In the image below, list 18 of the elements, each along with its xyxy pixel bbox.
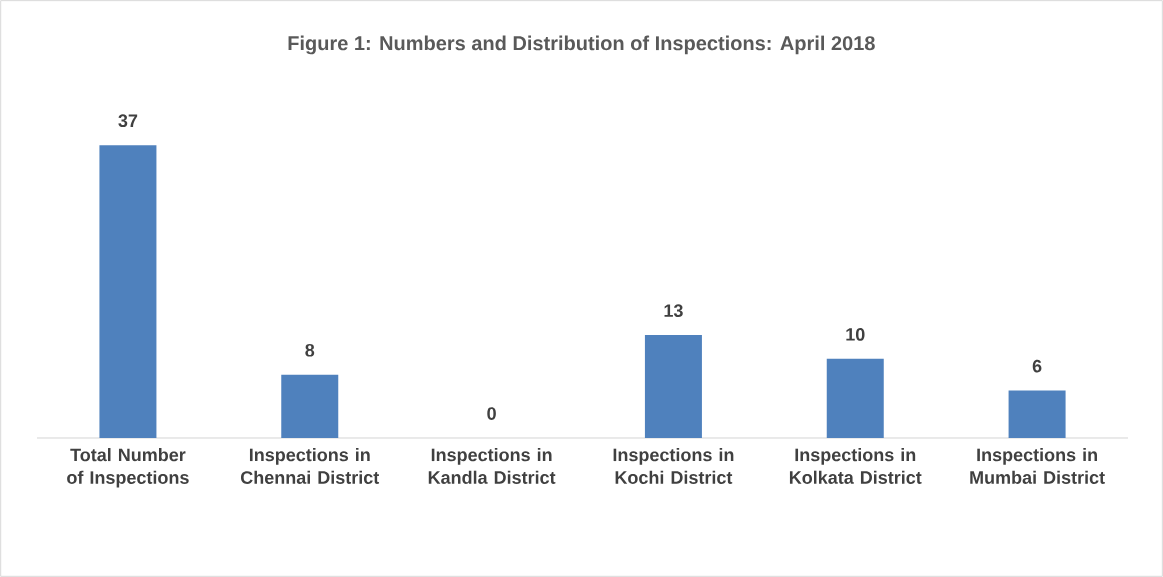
- data-label: 13: [664, 304, 683, 318]
- bar: [1008, 390, 1066, 438]
- data-label: 0: [487, 407, 496, 420]
- bar: [826, 358, 884, 438]
- chart-title: Figure 1: Numbers and Distribution of Inspections: April 2018: [288, 35, 875, 55]
- x-tick-label: Inspections in Chennai District: [240, 448, 380, 484]
- x-tick-label: Inspections in Mumbai District: [970, 448, 1105, 484]
- x-tick-label: Inspections in Kolkata District: [789, 448, 922, 484]
- bar: [281, 374, 339, 438]
- x-tick-label: Total Number of Inspections: [67, 448, 189, 488]
- data-label: 6: [1032, 359, 1042, 373]
- data-label: 8: [305, 343, 315, 357]
- bar: [644, 335, 702, 438]
- data-label: 10: [846, 328, 865, 341]
- data-label: 37: [118, 114, 138, 128]
- x-tick-label: Inspections in Kandla District: [428, 448, 556, 484]
- x-tick-label: Inspections in Kochi District: [613, 448, 734, 484]
- bar: [99, 145, 157, 438]
